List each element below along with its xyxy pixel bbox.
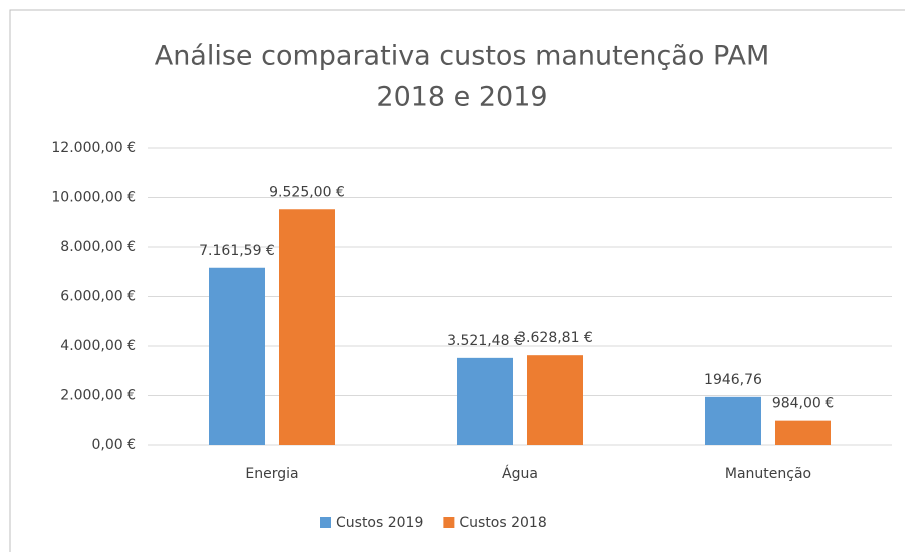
x-tick-label: Água	[502, 465, 538, 482]
chart-title: 2018 e 2019	[376, 82, 547, 113]
bar	[527, 355, 583, 445]
data-label: 3.628,81 €	[517, 330, 593, 346]
y-tick-label: 4.000,00 €	[60, 338, 136, 354]
y-tick-label: 2.000,00 €	[60, 388, 136, 404]
data-label: 984,00 €	[772, 396, 834, 412]
legend-swatch	[320, 517, 331, 528]
legend-swatch	[443, 517, 455, 528]
bar	[457, 357, 513, 445]
bar	[209, 267, 265, 445]
x-tick-label: Energia	[245, 466, 298, 482]
data-label: 9.525,00 €	[269, 184, 345, 200]
y-tick-label: 10.000,00 €	[51, 190, 136, 206]
bar	[705, 396, 761, 445]
bar	[775, 420, 831, 445]
y-tick-label: 6.000,00 €	[60, 289, 136, 305]
legend-label: Custos 2018	[459, 515, 546, 531]
chart-frame	[9, 9, 905, 552]
y-tick-label: 8.000,00 €	[60, 239, 136, 255]
chart-title: Análise comparativa custos manutenção PA…	[155, 41, 770, 72]
data-label: 3.521,48 €	[447, 333, 523, 349]
data-label: 1946,76	[704, 372, 762, 388]
x-tick-label: Manutenção	[725, 466, 811, 482]
y-tick-label: 12.000,00 €	[51, 140, 136, 156]
bar	[279, 209, 335, 445]
y-tick-label: 0,00 €	[91, 437, 136, 453]
legend-label: Custos 2019	[336, 515, 423, 531]
data-label: 7.161,59 €	[199, 243, 275, 259]
